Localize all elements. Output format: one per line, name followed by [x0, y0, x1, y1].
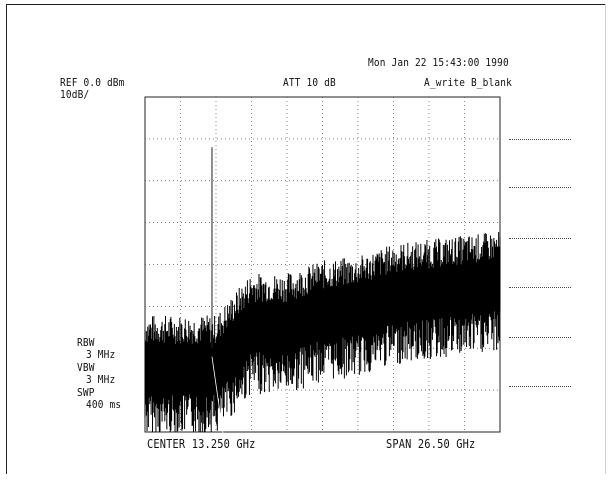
right-reference-mark [509, 337, 571, 338]
noise-trace [144, 232, 501, 432]
right-reference-mark [509, 238, 571, 239]
vbw-value: 3 MHz [86, 373, 116, 386]
swp-value: 400 ms [86, 398, 122, 411]
page-frame-left [6, 4, 7, 474]
center-frequency-label: CENTER 13.250 GHz [147, 437, 256, 451]
page-frame-right [605, 4, 606, 474]
right-reference-mark [509, 386, 571, 387]
page-frame-top [6, 4, 606, 5]
marker-trail [211, 356, 225, 441]
noise-floor-band [145, 264, 500, 386]
scale-label: 10dB/ [60, 88, 90, 101]
vbw-label: VBW [77, 361, 95, 374]
ref-level-label: REF 0.0 dBm [60, 76, 125, 89]
span-label: SPAN 26.50 GHz [386, 437, 476, 451]
right-reference-mark [509, 187, 571, 188]
swp-label: SWP [77, 386, 95, 399]
right-reference-mark [509, 287, 571, 288]
trace-mode-label: A_write B_blank [424, 76, 513, 89]
attenuation-label: ATT 10 dB [283, 76, 336, 89]
rbw-value: 3 MHz [86, 348, 116, 361]
rbw-label: RBW [77, 336, 95, 349]
right-reference-mark [509, 139, 571, 140]
timestamp-label: Mon Jan 22 15:43:00 1990 [368, 56, 509, 69]
